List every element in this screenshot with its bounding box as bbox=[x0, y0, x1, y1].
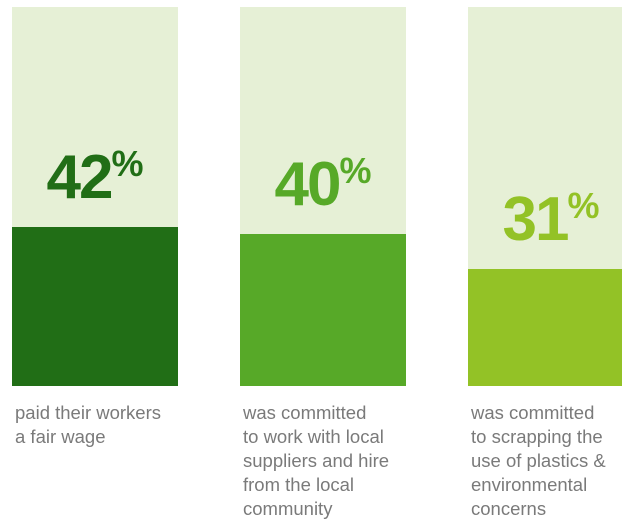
value-unit-1: % bbox=[111, 142, 144, 184]
value-number-1: 42 bbox=[46, 142, 114, 212]
category-label-3: was committed to scrapping the use of pl… bbox=[471, 402, 606, 519]
value-label-1: 42% bbox=[12, 145, 178, 209]
value-number-2: 40 bbox=[274, 150, 342, 220]
value-unit-3: % bbox=[567, 184, 600, 226]
bar-1 bbox=[12, 226, 178, 386]
category-label-1: paid their workers a fair wage bbox=[15, 402, 162, 447]
bar-3 bbox=[468, 268, 622, 386]
value-unit-2: % bbox=[339, 150, 372, 192]
value-number-3: 31 bbox=[502, 184, 570, 254]
category-label-2: was committed to work with local supplie… bbox=[243, 402, 390, 519]
value-label-2: 40% bbox=[240, 153, 406, 216]
value-label-3: 31% bbox=[468, 187, 622, 251]
bar-2 bbox=[240, 234, 406, 386]
